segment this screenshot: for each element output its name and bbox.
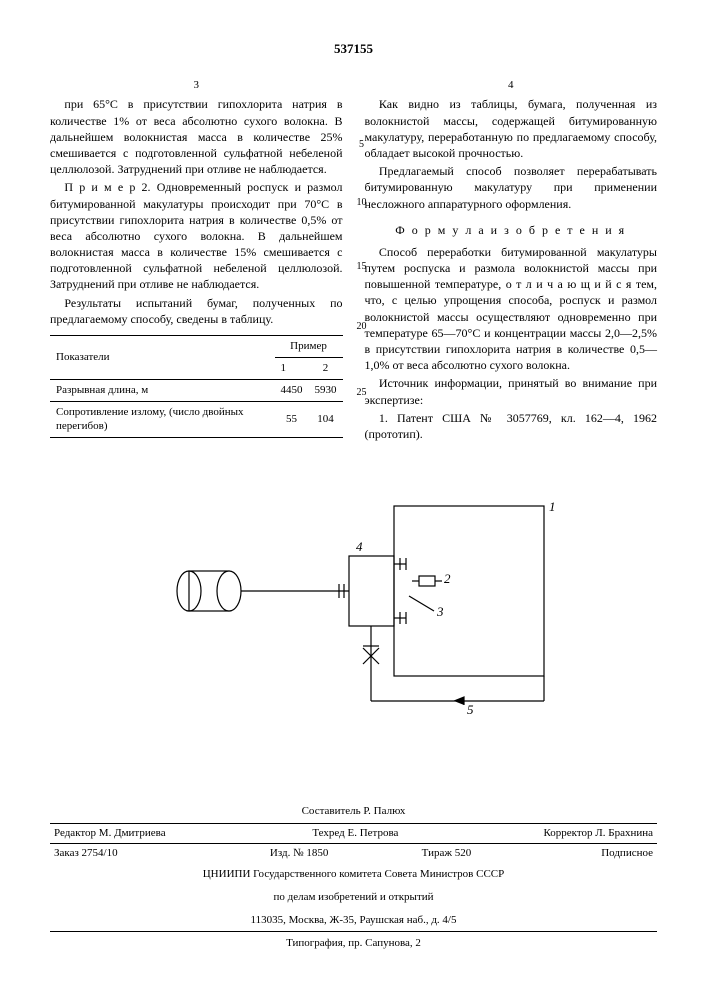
table-header: Показатели [50,336,275,380]
table-cell: 55 [275,401,309,438]
para: Предлагаемый способ позволяет перерабаты… [365,163,658,212]
diagram-label-3: 3 [436,604,444,619]
editor: Редактор М. Дмитриева [50,824,269,843]
table-header: 1 [275,357,309,379]
tirazh: Тираж 520 [378,844,515,863]
diagram-label-5: 5 [467,702,474,717]
para: 1. Патент США № 3057769, кл. 162—4, 1962… [365,410,658,442]
schematic-diagram: 1 2 3 4 5 [50,486,657,740]
table-row: Разрывная длина, м 4450 5930 [50,379,343,401]
corrector: Корректор Л. Брахнина [442,824,657,843]
para: Результаты испытаний бумаг, полученных п… [50,295,343,327]
table-header: 2 [309,357,343,379]
diagram-svg: 1 2 3 4 5 [144,486,564,736]
sign: Подписное [515,844,657,863]
line-num: 5 [354,138,370,152]
diagram-label-2: 2 [444,571,451,586]
para: Способ переработки битумированной макула… [365,244,658,374]
para: П р и м е р 2. Одновременный роспуск и р… [50,179,343,292]
address-line: 113035, Москва, Ж-35, Раушская наб., д. … [50,909,657,932]
table-cell: Разрывная длина, м [50,379,275,401]
document-number: 537155 [50,40,657,58]
table-row: Сопротивление излому, (число двойных пер… [50,401,343,438]
table-cell: 4450 [275,379,309,401]
left-column: 3 при 65°С в присутствии гипохлорита нат… [50,78,343,447]
line-num: 25 [354,386,370,400]
imprint-footer: Составитель Р. Палюх Редактор М. Дмитрие… [50,800,657,955]
para: Как видно из таблицы, бумага, полученная… [365,96,658,161]
footer-row-1: Редактор М. Дмитриева Техред Е. Петрова … [50,824,657,843]
diagram-label-4: 4 [356,539,363,554]
table-cell: Сопротивление излому, (число двойных пер… [50,401,275,438]
table-cell: 104 [309,401,343,438]
formula-title: Ф о р м у л а и з о б р е т е н и я [365,222,658,238]
right-column: 4 Как видно из таблицы, бумага, полученн… [365,78,658,447]
org-line-1: ЦНИИПИ Государственного комитета Совета … [50,863,657,886]
diagram-label-1: 1 [549,499,556,514]
typography-line: Типография, пр. Сапунова, 2 [50,932,657,955]
line-num: 20 [354,320,370,334]
compiler-line: Составитель Р. Палюх [50,800,657,823]
results-table: Показатели Пример 1 2 Разрывная длина, м… [50,335,343,438]
para: при 65°С в присутствии гипохлорита натри… [50,96,343,177]
two-column-layout: 5 10 15 20 25 3 при 65°С в присутствии г… [50,78,657,447]
org-line-2: по делам изобретений и открытий [50,886,657,909]
para: Источник информации, принятый во внимани… [365,375,658,407]
table-cell: 5930 [309,379,343,401]
footer-row-2: Заказ 2754/10 Изд. № 1850 Тираж 520 Подп… [50,844,657,863]
techred: Техред Е. Петрова [269,824,441,843]
left-col-number: 3 [50,78,343,93]
line-num: 15 [354,260,370,274]
order: Заказ 2754/10 [50,844,220,863]
table-header: Пример [275,336,343,358]
right-col-number: 4 [365,78,658,93]
izd: Изд. № 1850 [220,844,378,863]
line-num: 10 [354,196,370,210]
